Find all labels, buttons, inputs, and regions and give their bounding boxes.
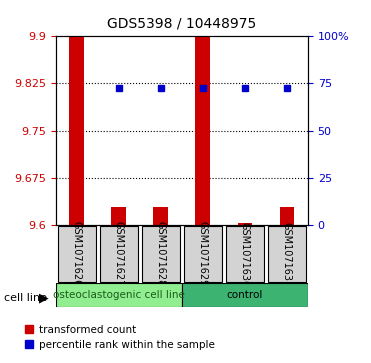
Text: GSM1071629: GSM1071629: [198, 221, 208, 287]
FancyBboxPatch shape: [100, 226, 138, 282]
Bar: [69, 36, 84, 225]
Bar: [154, 207, 168, 225]
Text: GSM1071626: GSM1071626: [72, 221, 82, 287]
Bar: [111, 207, 126, 225]
Title: GDS5398 / 10448975: GDS5398 / 10448975: [107, 17, 256, 31]
Text: GSM1071631: GSM1071631: [282, 221, 292, 287]
Text: control: control: [227, 290, 263, 300]
FancyBboxPatch shape: [184, 226, 222, 282]
FancyBboxPatch shape: [268, 226, 306, 282]
FancyBboxPatch shape: [182, 283, 308, 307]
FancyBboxPatch shape: [56, 283, 182, 307]
Bar: [280, 207, 294, 225]
Bar: [237, 223, 252, 225]
Bar: [196, 36, 210, 225]
Text: GSM1071627: GSM1071627: [114, 221, 124, 287]
Text: cell line: cell line: [4, 293, 47, 303]
Text: GSM1071630: GSM1071630: [240, 221, 250, 287]
Text: GSM1071628: GSM1071628: [156, 221, 166, 287]
FancyBboxPatch shape: [58, 226, 96, 282]
FancyBboxPatch shape: [142, 226, 180, 282]
Legend: transformed count, percentile rank within the sample: transformed count, percentile rank withi…: [24, 325, 215, 350]
Text: osteoclastogenic cell line: osteoclastogenic cell line: [53, 290, 185, 300]
FancyBboxPatch shape: [226, 226, 264, 282]
Text: ▶: ▶: [39, 292, 49, 305]
